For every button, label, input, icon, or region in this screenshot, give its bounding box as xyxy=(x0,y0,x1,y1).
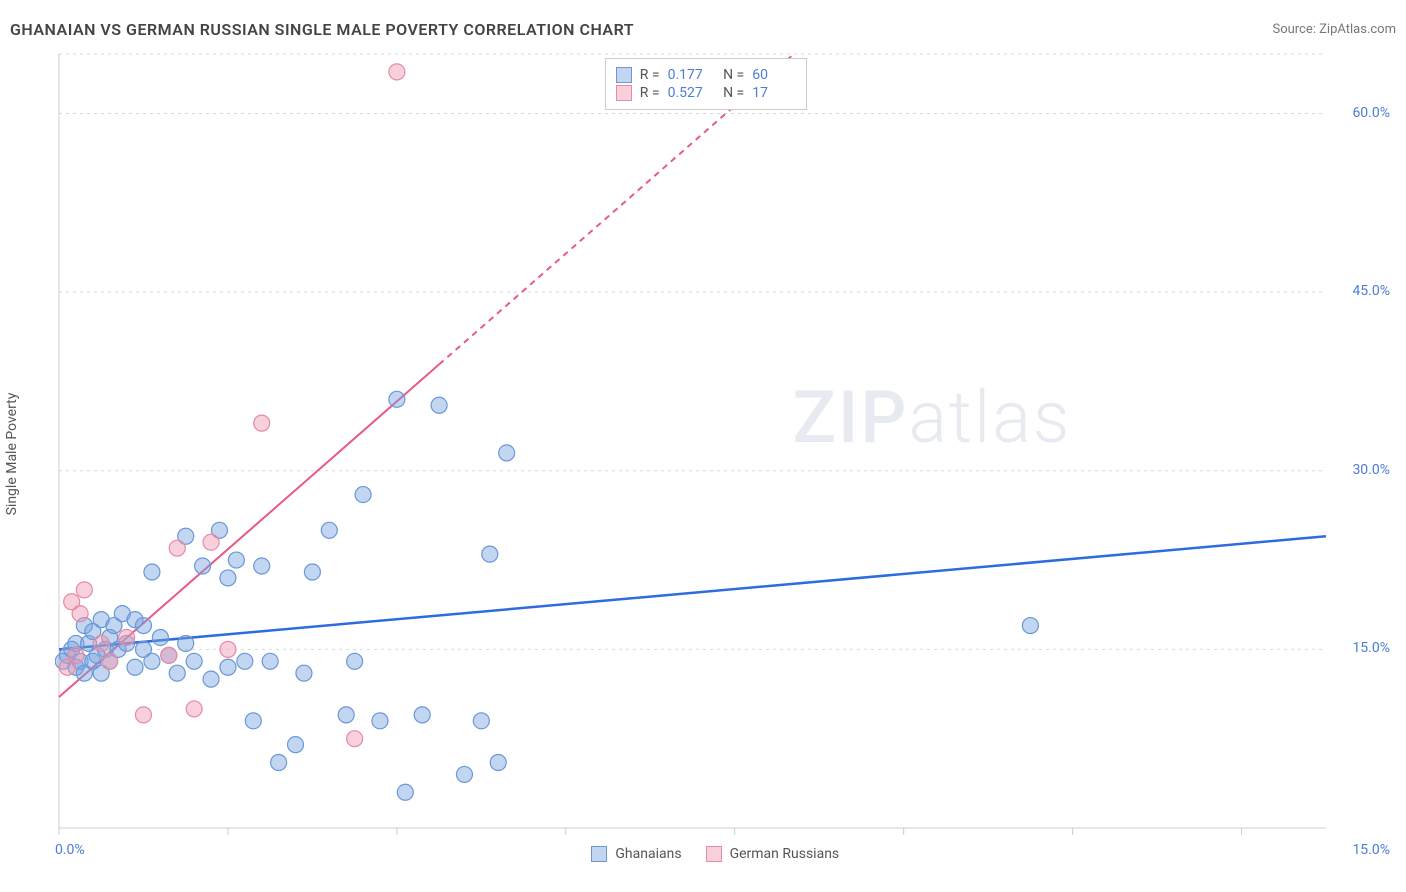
stat-r-value: 0.177 xyxy=(668,67,712,83)
y-axis-label: Single Male Poverty xyxy=(4,393,20,516)
legend-item: German Russians xyxy=(706,846,840,862)
chart-title: GHANAIAN VS GERMAN RUSSIAN SINGLE MALE P… xyxy=(10,20,634,39)
legend-item: Ghanaians xyxy=(591,846,681,862)
stats-row: R = 0.177 N = 60 xyxy=(616,67,796,83)
legend-swatch xyxy=(616,85,632,101)
legend-label: Ghanaians xyxy=(615,846,681,862)
stats-row: R = 0.527 N = 17 xyxy=(616,85,796,101)
correlation-stats-box: R = 0.177 N = 60 R = 0.527 N = 17 xyxy=(605,58,807,110)
stat-n-value: 17 xyxy=(752,85,796,101)
axis-tick-label: 0.0% xyxy=(55,842,85,858)
legend-swatch xyxy=(591,846,607,862)
axis-tick-label: 15.0% xyxy=(1352,640,1390,656)
legend-swatch xyxy=(706,846,722,862)
stat-n-value: 60 xyxy=(752,67,796,83)
stat-r-label: R = xyxy=(640,85,660,101)
axis-tick-label: 60.0% xyxy=(1352,105,1390,121)
axis-tick-label: 30.0% xyxy=(1352,462,1390,478)
stat-n-label: N = xyxy=(720,85,745,101)
chart-source: Source: ZipAtlas.com xyxy=(1272,22,1396,37)
legend-label: German Russians xyxy=(730,846,840,862)
scatter-chart xyxy=(55,50,1396,862)
stat-r-label: R = xyxy=(640,67,660,83)
chart-container: ZIPatlas R =0.177 N =60R =0.527 N =17 Gh… xyxy=(55,50,1396,862)
chart-header: GHANAIAN VS GERMAN RUSSIAN SINGLE MALE P… xyxy=(10,20,1396,39)
legend-swatch xyxy=(616,67,632,83)
axis-tick-label: 45.0% xyxy=(1352,283,1390,299)
series-legend: Ghanaians German Russians xyxy=(591,844,839,864)
axis-tick-label: 15.0% xyxy=(1352,842,1390,858)
stat-n-label: N = xyxy=(720,67,745,83)
stat-r-value: 0.527 xyxy=(668,85,712,101)
